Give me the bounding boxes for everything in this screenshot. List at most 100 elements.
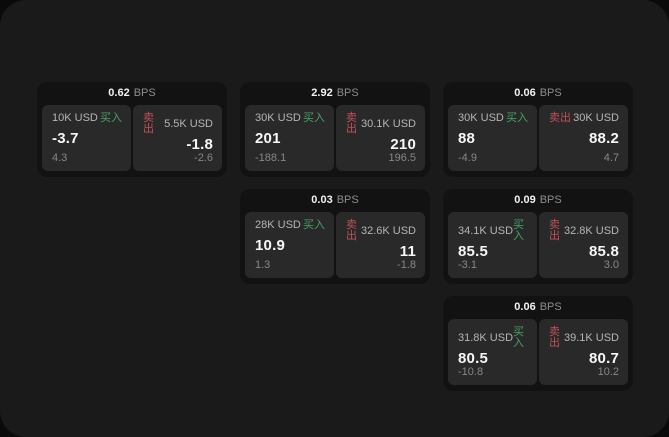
buy-amount-label: 31.8K USD — [458, 331, 514, 344]
sell-panel-top: 卖出 39.1K USD — [549, 327, 619, 349]
sell-sub-value: -1.8 — [397, 259, 416, 271]
sell-side-label: 卖出 — [549, 112, 571, 124]
buy-panel[interactable]: 10K USD 买入 -3.7 4.3 — [42, 105, 131, 171]
quote-card: 2.92 BPS 30K USD 买入 201 -188.1 卖出 30.1K … — [240, 82, 430, 177]
quote-panels: 30K USD 买入 201 -188.1 卖出 30.1K USD 210 1… — [245, 105, 425, 171]
sell-amount-label: 39.1K USD — [563, 331, 619, 344]
sell-panel[interactable]: 卖出 30.1K USD 210 196.5 — [336, 105, 425, 171]
bps-unit-label: BPS — [539, 301, 562, 313]
buy-price: 88 — [458, 130, 476, 147]
buy-panel-top: 30K USD 买入 — [458, 113, 528, 124]
bps-value: 2.92 — [311, 87, 333, 99]
buy-panel[interactable]: 31.8K USD 买入 80.5 -10.8 — [448, 319, 537, 385]
sell-side-label: 卖出 — [549, 219, 560, 242]
sell-panel[interactable]: 卖出 30K USD 88.2 4.7 — [539, 105, 628, 171]
sell-side-label: 卖出 — [346, 219, 357, 242]
sell-panel-top: 卖出 5.5K USD — [143, 113, 213, 135]
sell-amount-label: 32.8K USD — [563, 224, 619, 237]
sell-amount-label: 30K USD — [573, 112, 619, 124]
sell-side-label: 卖出 — [346, 112, 357, 135]
buy-price: 85.5 — [458, 242, 488, 260]
bps-unit-label: BPS — [133, 87, 156, 99]
buy-side-label: 买入 — [513, 219, 525, 242]
sell-price: -1.8 — [186, 135, 213, 153]
buy-panel[interactable]: 28K USD 买入 10.9 1.3 — [245, 212, 334, 278]
sell-panel[interactable]: 卖出 32.8K USD 85.8 3.0 — [539, 212, 628, 278]
buy-panel-top: 30K USD 买入 — [255, 113, 325, 124]
buy-panel-top: 10K USD 买入 — [52, 113, 122, 124]
buy-amount-label: 30K USD — [458, 112, 504, 124]
buy-amount-label: 30K USD — [255, 112, 301, 124]
sell-sub-value: 196.5 — [388, 152, 416, 164]
quote-grid: 0.62 BPS 10K USD 买入 -3.7 4.3 卖出 5.5K USD… — [37, 82, 633, 391]
sell-price: 210 — [390, 135, 416, 153]
quote-panels: 34.1K USD 买入 85.5 -3.1 卖出 32.8K USD 85.8… — [448, 212, 628, 278]
sell-price: 11 — [399, 242, 416, 260]
buy-price: 201 — [255, 130, 281, 147]
buy-panel[interactable]: 30K USD 买入 88 -4.9 — [448, 105, 537, 171]
bps-value: 0.06 — [514, 301, 536, 313]
quote-card: 0.03 BPS 28K USD 买入 10.9 1.3 卖出 32.6K US… — [240, 189, 430, 284]
buy-price: 80.5 — [458, 349, 488, 367]
sell-panel-top: 卖出 30K USD — [549, 113, 619, 124]
bps-header: 0.06 BPS — [443, 82, 633, 105]
quote-panels: 10K USD 买入 -3.7 4.3 卖出 5.5K USD -1.8 -2.… — [42, 105, 222, 171]
buy-amount-label: 34.1K USD — [458, 224, 514, 237]
bps-unit-label: BPS — [336, 194, 359, 206]
buy-amount-label: 28K USD — [255, 219, 301, 231]
buy-side-label: 买入 — [303, 219, 325, 231]
sell-panel[interactable]: 卖出 39.1K USD 80.7 10.2 — [539, 319, 628, 385]
buy-sub-value: -188.1 — [255, 152, 287, 164]
bps-value: 0.62 — [108, 87, 130, 99]
buy-side-label: 买入 — [506, 112, 528, 124]
sell-panel[interactable]: 卖出 5.5K USD -1.8 -2.6 — [133, 105, 222, 171]
sell-sub-value: 3.0 — [603, 259, 619, 271]
buy-panel[interactable]: 34.1K USD 买入 85.5 -3.1 — [448, 212, 537, 278]
quote-card: 0.06 BPS 30K USD 买入 88 -4.9 卖出 30K USD 8… — [443, 82, 633, 177]
buy-sub-value: -3.1 — [458, 259, 477, 271]
buy-panel-top: 34.1K USD 买入 — [458, 220, 528, 242]
quote-card: 0.06 BPS 31.8K USD 买入 80.5 -10.8 卖出 39.1… — [443, 296, 633, 391]
buy-side-label: 买入 — [100, 112, 122, 124]
sell-side-label: 卖出 — [143, 112, 154, 135]
sell-panel-top: 卖出 32.6K USD — [346, 220, 416, 242]
sell-price: 85.8 — [589, 242, 619, 260]
sell-sub-value: -2.6 — [194, 152, 213, 164]
quote-card: 0.09 BPS 34.1K USD 买入 85.5 -3.1 卖出 32.8K… — [443, 189, 633, 284]
sell-price: 80.7 — [589, 349, 619, 367]
bps-header: 0.62 BPS — [37, 82, 227, 105]
quote-panels: 28K USD 买入 10.9 1.3 卖出 32.6K USD 11 -1.8 — [245, 212, 425, 278]
bps-unit-label: BPS — [539, 194, 562, 206]
buy-side-label: 买入 — [303, 112, 325, 124]
buy-sub-value: 4.3 — [52, 152, 68, 164]
bps-unit-label: BPS — [539, 87, 562, 99]
buy-panel[interactable]: 30K USD 买入 201 -188.1 — [245, 105, 334, 171]
buy-panel-top: 28K USD 买入 — [255, 220, 325, 231]
sell-sub-value: 10.2 — [597, 366, 619, 378]
bps-unit-label: BPS — [336, 87, 359, 99]
sell-panel-top: 卖出 32.8K USD — [549, 220, 619, 242]
sell-side-label: 卖出 — [549, 326, 560, 349]
buy-sub-value: -10.8 — [458, 366, 484, 378]
buy-sub-value: 1.3 — [255, 259, 271, 271]
bps-header: 0.03 BPS — [240, 189, 430, 212]
buy-price: -3.7 — [52, 130, 79, 147]
bps-header: 0.09 BPS — [443, 189, 633, 212]
bps-header: 0.06 BPS — [443, 296, 633, 319]
quote-panels: 31.8K USD 买入 80.5 -10.8 卖出 39.1K USD 80.… — [448, 319, 628, 385]
sell-amount-label: 30.1K USD — [360, 117, 416, 130]
sell-panel[interactable]: 卖出 32.6K USD 11 -1.8 — [336, 212, 425, 278]
buy-amount-label: 10K USD — [52, 112, 98, 124]
sell-price: 88.2 — [589, 130, 619, 147]
buy-panel-top: 31.8K USD 买入 — [458, 327, 528, 349]
buy-price: 10.9 — [255, 237, 285, 254]
buy-sub-value: -4.9 — [458, 152, 477, 164]
sell-amount-label: 32.6K USD — [360, 224, 416, 237]
bps-header: 2.92 BPS — [240, 82, 430, 105]
quote-card: 0.62 BPS 10K USD 买入 -3.7 4.3 卖出 5.5K USD… — [37, 82, 227, 177]
buy-side-label: 买入 — [513, 326, 525, 349]
sell-sub-value: 4.7 — [603, 152, 619, 164]
quote-panels: 30K USD 买入 88 -4.9 卖出 30K USD 88.2 4.7 — [448, 105, 628, 171]
